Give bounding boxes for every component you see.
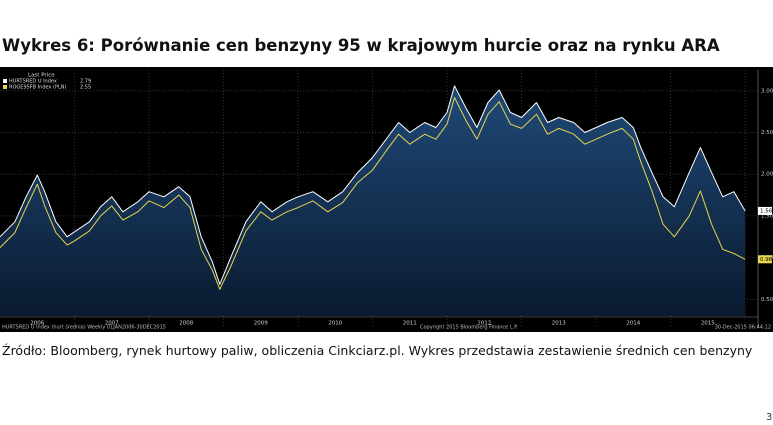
x-tick-label: 2011: [403, 321, 417, 327]
last-value-box: [758, 206, 772, 215]
footer-left: HURTSRED U Index (hurt średnia) Weekly 0…: [2, 324, 166, 331]
x-tick-label: 2013: [552, 321, 566, 327]
series-line: [0, 85, 746, 285]
y-tick-label: 3.00: [761, 88, 773, 94]
y-tick-label: 2.50: [761, 130, 773, 136]
source-note: Źródło: Bloomberg, rynek hurtowy paliw, …: [2, 343, 753, 358]
legend-value: 2.79: [80, 79, 91, 85]
x-tick-label: 2012: [477, 321, 491, 327]
x-tick-label: 2010: [328, 321, 342, 327]
legend-label: ROGE95FB Index (PLN): [9, 85, 67, 91]
x-tick-label: 2014: [626, 321, 640, 327]
legend-swatch: [3, 85, 7, 89]
page-number: 3: [766, 412, 773, 423]
y-tick-label: 2.00: [761, 172, 773, 178]
last-value-label: 0.98: [760, 257, 773, 263]
x-tick-label: 2006: [30, 321, 44, 327]
legend-label: HURTSRED U Index: [9, 79, 57, 85]
x-tick-label: 2009: [254, 321, 268, 327]
legend-swatch: [3, 79, 7, 83]
y-tick-label: 1.50: [761, 213, 773, 219]
footer-center: Copyright 2015 Bloomberg Finance L.P.: [420, 325, 518, 331]
legend-title: Last Price: [28, 73, 55, 79]
x-tick-label: 2015: [701, 321, 715, 327]
last-value-label: 1.56: [760, 208, 773, 214]
x-tick-label: 2007: [105, 321, 119, 327]
legend-value: 2.55: [80, 85, 91, 91]
chart: 0.501.001.502.002.503.002006200720082009…: [0, 67, 773, 332]
y-tick-label: 0.50: [761, 297, 773, 303]
x-tick-label: 2008: [179, 321, 193, 327]
area: [0, 85, 746, 316]
last-value-box: [758, 255, 772, 264]
footer-right: 30-Dec-2015 06:44:12: [715, 325, 771, 331]
series-line: [0, 97, 746, 290]
chart-title: Wykres 6: Porównanie cen benzyny 95 w kr…: [2, 36, 720, 55]
